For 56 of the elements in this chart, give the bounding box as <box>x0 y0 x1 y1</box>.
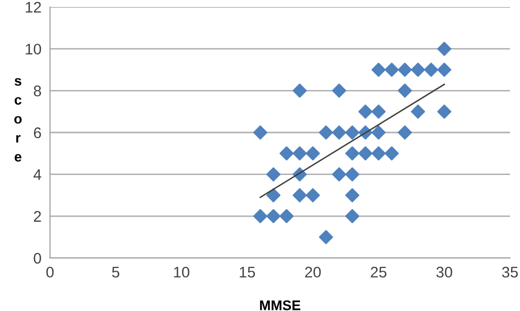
x-tick-label: 20 <box>305 266 321 278</box>
x-tick-label: 25 <box>370 266 386 278</box>
point <box>345 188 360 202</box>
point <box>292 84 307 98</box>
y-tick-label: 12 <box>26 2 41 13</box>
y-tick-label: 2 <box>34 211 41 222</box>
point <box>266 209 280 224</box>
point <box>372 104 386 119</box>
point <box>345 125 360 140</box>
point <box>398 84 412 98</box>
x-tick-label: 30 <box>436 266 452 278</box>
point <box>306 188 320 202</box>
point <box>332 125 346 140</box>
point <box>318 230 334 244</box>
point <box>253 209 268 224</box>
point <box>384 146 399 160</box>
point <box>437 104 452 119</box>
point <box>292 188 307 202</box>
point <box>280 146 294 160</box>
point <box>358 146 372 160</box>
point <box>345 167 360 182</box>
y-axis-title: score <box>14 78 22 162</box>
point <box>384 62 399 77</box>
y-tick-label: 6 <box>34 127 41 138</box>
point <box>424 62 438 77</box>
x-axis-title: MMSE <box>260 300 300 310</box>
point <box>266 167 280 182</box>
x-tick-label: 15 <box>240 266 255 278</box>
x-tick-label: 5 <box>112 266 120 278</box>
point <box>318 125 334 140</box>
point <box>266 188 280 202</box>
y-tick-label: 10 <box>26 44 42 55</box>
point <box>372 146 386 160</box>
point <box>372 62 386 77</box>
point <box>437 62 452 77</box>
y-tick-label: 8 <box>34 86 42 96</box>
y-tick-label: 0 <box>34 252 42 264</box>
point <box>437 42 452 56</box>
x-tick-label: 0 <box>46 266 54 278</box>
x-tick-label: 10 <box>174 266 190 278</box>
point <box>398 62 412 77</box>
point <box>292 146 307 160</box>
point <box>345 146 360 160</box>
point <box>358 104 372 119</box>
point <box>253 125 268 140</box>
x-tick-label: 35 <box>502 266 518 278</box>
y-tick-label: 4 <box>34 169 42 180</box>
point <box>398 125 412 140</box>
point <box>345 209 360 224</box>
point <box>306 146 320 160</box>
point <box>410 62 426 77</box>
point <box>410 104 426 119</box>
point <box>332 167 346 182</box>
point <box>280 209 294 224</box>
point <box>372 125 386 140</box>
point <box>332 84 346 98</box>
